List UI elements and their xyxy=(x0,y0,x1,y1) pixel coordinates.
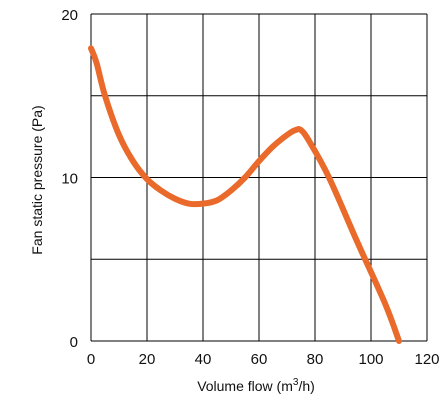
series-layer xyxy=(88,45,402,344)
x-tick-label: 60 xyxy=(251,351,268,368)
fan-curve-line xyxy=(88,45,402,344)
x-axis-label-main: Volume flow (m xyxy=(197,378,293,394)
x-axis-label-suffix: /h) xyxy=(298,378,314,394)
x-tick-label: 40 xyxy=(195,351,212,368)
y-tick-label: 0 xyxy=(70,334,78,351)
plot-grid xyxy=(90,13,428,342)
y-axis-label: Fan static pressure (Pa) xyxy=(29,105,45,254)
x-axis-label: Volume flow (m3/h) xyxy=(197,377,315,394)
y-tick-label: 20 xyxy=(61,7,78,24)
x-tick-label: 80 xyxy=(307,351,324,368)
x-axis-label-superscript: 3 xyxy=(293,377,299,388)
x-tick-label: 0 xyxy=(87,351,95,368)
x-tick-label: 120 xyxy=(414,351,439,368)
y-tick-label: 10 xyxy=(61,171,78,188)
x-tick-label: 20 xyxy=(139,351,156,368)
x-tick-labels: 0 20 40 60 80 100 120 xyxy=(87,351,440,368)
y-tick-labels: 0 10 20 xyxy=(61,7,78,351)
x-tick-label: 100 xyxy=(358,351,383,368)
